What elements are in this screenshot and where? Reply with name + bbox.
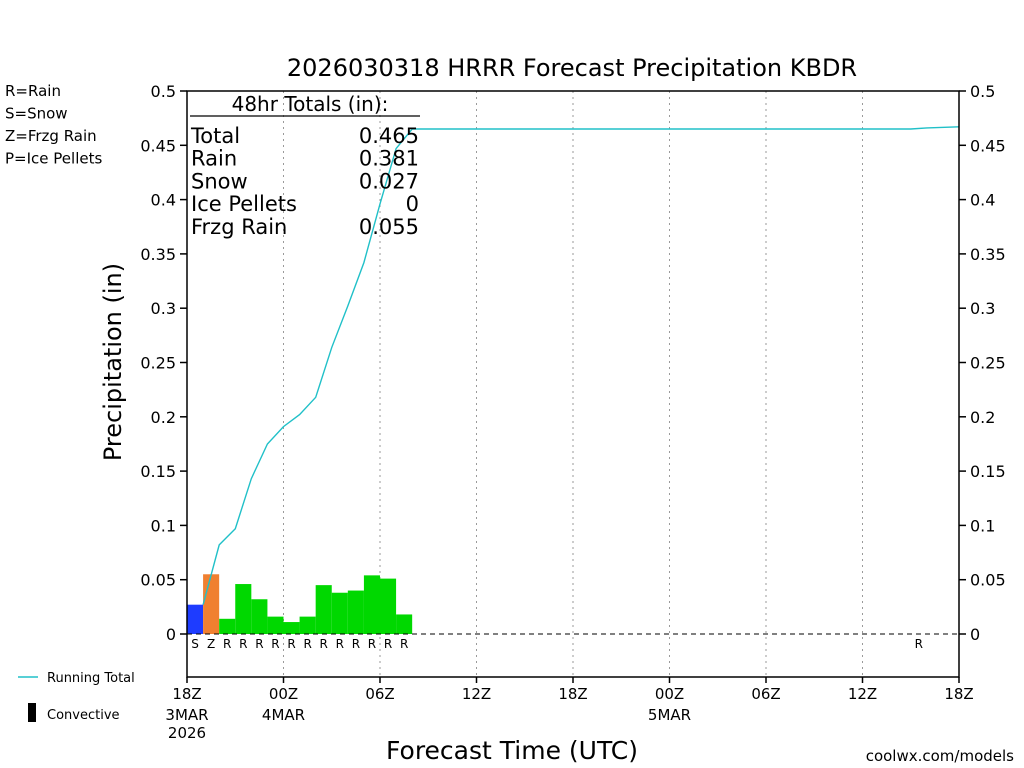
y-tick-label-right: 0.05 [970, 571, 1006, 590]
x-tick-label: 00Z [655, 685, 684, 703]
totals-row-label: Rain [191, 147, 237, 171]
chart-title: 2026030318 HRRR Forecast Precipitation K… [287, 54, 857, 82]
totals-row-value: 0.381 [359, 147, 419, 171]
totals-box: 48hr Totals (in): Total 0.465 Rain 0.381 Snow… [190, 92, 420, 239]
x-tick-label: 00Z [269, 685, 298, 703]
totals-row-value: 0.027 [359, 169, 419, 193]
precip-type-marker: R [400, 637, 408, 651]
y-axis: 0 0 0.05 0.05 0.1 0.1 0.15 0.15 0.2 0.2 0.25 0.25 0.… [140, 82, 1005, 644]
y-tick-label: 0.4 [151, 191, 176, 210]
y-tick-label-right: 0.45 [970, 136, 1006, 155]
precip-type-marker: R [368, 637, 376, 651]
type-legend-entry: R=Rain [5, 82, 61, 100]
x-tick-label: 18Z [558, 685, 587, 703]
y-tick-label: 0 [166, 625, 176, 644]
totals-row-label: Ice Pellets [191, 192, 297, 216]
precip-type-marker: R [384, 637, 392, 651]
totals-row-label: Snow [191, 169, 248, 193]
y-tick-label-right: 0.1 [970, 516, 995, 535]
y-tick-label-right: 0 [970, 625, 980, 644]
precip-bar [187, 604, 204, 634]
credit-text: coolwx.com/models [866, 747, 1014, 765]
x-axis-label: Forecast Time (UTC) [386, 736, 638, 765]
precip-bar [315, 585, 332, 634]
precip-bar [283, 622, 300, 634]
precip-type-marker: R [255, 637, 263, 651]
precip-type-marker: R [223, 637, 231, 651]
y-tick-label: 0.1 [151, 516, 176, 535]
precip-bar [235, 584, 252, 634]
y-tick-label: 0.35 [140, 245, 176, 264]
x-tick-date-label: 3MAR [165, 706, 208, 724]
precip-bar [203, 574, 220, 634]
y-tick-label: 0.05 [140, 571, 176, 590]
x-tick-date-label: 5MAR [648, 706, 691, 724]
precip-bar [267, 616, 284, 634]
totals-row-value: 0 [406, 192, 419, 216]
y-tick-label: 0.25 [140, 354, 176, 373]
x-tick-date-label: 4MAR [262, 706, 305, 724]
convective-legend-swatch [28, 703, 36, 722]
precip-type-marker: R [336, 637, 344, 651]
y-tick-label-right: 0.15 [970, 462, 1006, 481]
y-tick-label: 0.3 [151, 299, 176, 318]
convective-legend-label: Convective [47, 708, 120, 723]
type-legend-entry: Z=Frzg Rain [5, 127, 97, 145]
y-tick-label-right: 0.2 [970, 408, 995, 427]
totals-row-value: 0.055 [359, 215, 419, 239]
precip-bar [380, 578, 397, 634]
precip-bar [347, 590, 364, 634]
y-tick-label-right: 0.3 [970, 299, 995, 318]
y-tick-label: 0.2 [151, 408, 176, 427]
precip-type-marker: S [191, 637, 199, 651]
precip-type-marker: R [271, 637, 279, 651]
y-tick-label-right: 0.4 [970, 191, 995, 210]
x-tick-label: 06Z [365, 685, 394, 703]
y-tick-label: 0.45 [140, 136, 176, 155]
precip-bar [299, 616, 316, 634]
running-total-legend-label: Running Total [47, 671, 135, 686]
y-tick-label-right: 0.25 [970, 354, 1006, 373]
precip-type-marker: R [352, 637, 360, 651]
precip-type-marker: R [320, 637, 328, 651]
precip-type-marker: R [239, 637, 247, 651]
precip-bar [251, 599, 268, 634]
running-total-line [202, 126, 960, 605]
precip-type-marker: R [287, 637, 295, 651]
type-legend-entry: P=Ice Pellets [5, 150, 102, 168]
x-tick-label: 06Z [751, 685, 780, 703]
precip-bar [331, 592, 348, 634]
grid-lines [283, 91, 863, 677]
precip-type-marker: Z [207, 637, 215, 651]
x-tick-label: 12Z [462, 685, 491, 703]
x-tick-label: 18Z [944, 685, 973, 703]
precip-bar [396, 614, 413, 634]
type-legend-entry: S=Snow [5, 105, 68, 123]
totals-box-title: 48hr Totals (in): [232, 92, 389, 116]
type-legend: R=Rain S=Snow Z=Frzg Rain P=Ice Pellets [5, 82, 102, 168]
y-tick-label-right: 0.5 [970, 82, 995, 101]
totals-row-label: Frzg Rain [191, 215, 287, 239]
y-axis-label: Precipitation (in) [99, 263, 127, 461]
precip-type-marker: R [915, 637, 923, 651]
x-tick-date-label: 2026 [168, 724, 206, 742]
precip-bar [363, 575, 380, 634]
y-tick-label-right: 0.35 [970, 245, 1006, 264]
totals-row-label: Total [190, 124, 240, 148]
precip-type-marker: R [303, 637, 311, 651]
y-tick-label: 0.15 [140, 462, 176, 481]
precip-bar [219, 618, 236, 634]
y-tick-label: 0.5 [151, 82, 176, 101]
bars-group [187, 574, 413, 634]
totals-row-value: 0.465 [359, 124, 419, 148]
x-tick-label: 18Z [172, 685, 201, 703]
x-tick-label: 12Z [848, 685, 877, 703]
